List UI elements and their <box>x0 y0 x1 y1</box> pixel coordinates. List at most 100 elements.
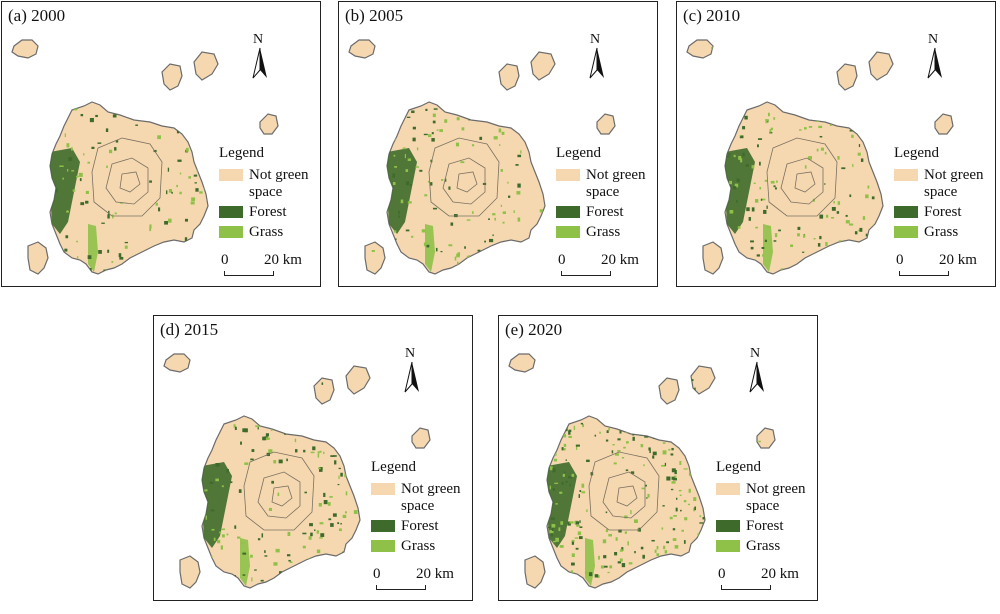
legend-item: Not green space <box>219 167 329 201</box>
district-boundary <box>257 471 301 519</box>
scale-bar: 0 20 km <box>715 566 815 602</box>
legend: Legend Not green space Forest Grass <box>894 145 1000 244</box>
legend-item: Not green space <box>371 481 481 515</box>
map-panel: (b) 2005 N Legend Not green space Forest Gras… <box>338 1 658 287</box>
legend-item: Grass <box>371 538 481 555</box>
outlying-district <box>524 555 546 589</box>
land-cover-map <box>163 353 431 589</box>
scale-line <box>376 585 426 590</box>
district-boundary <box>794 171 816 193</box>
legend-label: Not green space <box>746 481 806 514</box>
legend-swatch <box>716 540 740 552</box>
legend-label: Forest <box>401 518 439 534</box>
map-panel: (c) 2010 N Legend Not green space Forest Gras… <box>676 1 996 287</box>
legend-label: Forest <box>586 204 624 220</box>
outlying-district <box>345 365 371 395</box>
scale-zero: 0 <box>221 252 229 268</box>
outlying-district <box>259 113 279 135</box>
legend-swatch <box>716 520 740 532</box>
map-panel: (a) 2000 N Legend Not green space Forest Gras… <box>1 1 321 287</box>
outlying-district <box>179 555 201 589</box>
legend-swatch <box>219 226 243 238</box>
district-boundary <box>119 171 141 193</box>
outlying-district <box>163 353 191 373</box>
legend-swatch <box>371 483 395 495</box>
legend-title: Legend <box>556 145 601 161</box>
outlying-district <box>27 241 49 275</box>
scale-end: 20 km <box>761 566 799 582</box>
scale-zero: 0 <box>558 252 566 268</box>
legend-item: Not green space <box>894 167 1000 201</box>
legend-swatch <box>894 169 918 181</box>
outlying-district <box>364 241 386 275</box>
outlying-district <box>756 427 776 449</box>
outlying-district <box>348 39 376 59</box>
legend-label: Not green space <box>401 481 461 514</box>
legend-swatch <box>219 206 243 218</box>
district-boundary <box>243 451 315 531</box>
outlying-district <box>508 353 536 373</box>
outlying-district <box>690 365 716 395</box>
legend-swatch <box>371 520 395 532</box>
scale-line <box>561 271 611 276</box>
panel-title: (d) 2015 <box>160 320 219 339</box>
district-boundary <box>780 157 824 205</box>
legend-item: Grass <box>556 224 666 241</box>
outlying-district <box>193 51 219 81</box>
district-boundary <box>105 157 149 205</box>
district-boundary <box>588 451 660 531</box>
outlying-district <box>868 51 894 81</box>
district-boundary <box>442 157 486 205</box>
scale-end: 20 km <box>264 252 302 268</box>
panel-title: (b) 2005 <box>345 6 404 25</box>
scale-line <box>224 271 274 276</box>
scale-end: 20 km <box>416 566 454 582</box>
legend: Legend Not green space Forest Grass <box>219 145 329 244</box>
green-space-patches <box>50 63 254 274</box>
district-boundary <box>602 471 646 519</box>
legend-label: Grass <box>586 224 621 240</box>
legend-title: Legend <box>219 145 264 161</box>
north-label: N <box>405 346 416 361</box>
legend-item: Grass <box>219 224 329 241</box>
legend: Legend Not green space Forest Grass <box>716 459 826 558</box>
district-boundary <box>616 485 638 507</box>
legend-label: Not green space <box>249 167 309 200</box>
outlying-district <box>596 113 616 135</box>
legend-title: Legend <box>716 459 761 475</box>
legend-label: Forest <box>924 204 962 220</box>
map-panel: (e) 2020 N Legend Not green space Forest Gras… <box>498 315 818 601</box>
scale-zero: 0 <box>718 566 726 582</box>
north-label: N <box>253 32 264 47</box>
district-boundary <box>766 137 838 217</box>
legend-label: Not green space <box>586 167 646 200</box>
scale-end: 20 km <box>939 252 977 268</box>
scale-bar: 0 20 km <box>893 252 993 288</box>
north-label: N <box>750 346 761 361</box>
north-arrow-icon: N <box>246 32 274 84</box>
district-boundary <box>271 485 293 507</box>
legend-swatch <box>219 169 243 181</box>
legend-item: Grass <box>894 224 1000 241</box>
legend-item: Grass <box>716 538 826 555</box>
outlying-district <box>934 113 954 135</box>
legend-item: Forest <box>219 204 329 221</box>
legend-title: Legend <box>371 459 416 475</box>
legend-label: Grass <box>401 538 436 554</box>
outlying-district <box>11 39 39 59</box>
legend-item: Not green space <box>556 167 666 201</box>
district-boundary <box>91 137 163 217</box>
legend-label: Forest <box>249 204 287 220</box>
outlying-district <box>686 39 714 59</box>
scale-line <box>721 585 771 590</box>
legend-swatch <box>556 226 580 238</box>
district-boundary <box>456 171 478 193</box>
scale-zero: 0 <box>373 566 381 582</box>
scale-end: 20 km <box>601 252 639 268</box>
scale-bar: 0 20 km <box>218 252 318 288</box>
legend: Legend Not green space Forest Grass <box>371 459 481 558</box>
legend-swatch <box>371 540 395 552</box>
legend-label: Not green space <box>924 167 984 200</box>
outlying-district <box>530 51 556 81</box>
scale-bar: 0 20 km <box>555 252 655 288</box>
